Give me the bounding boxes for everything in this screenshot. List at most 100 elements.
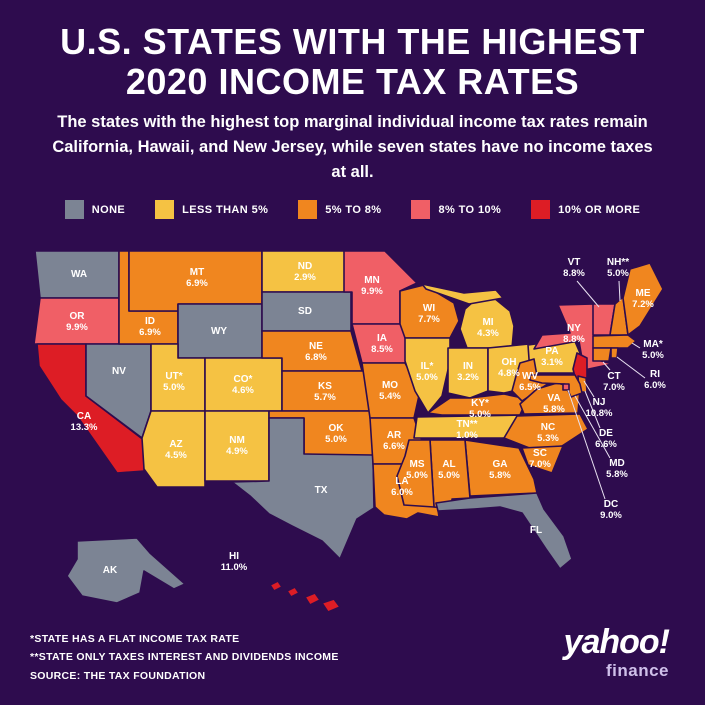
state-label-mn: MN: [364, 275, 380, 286]
state-rate-nm: 4.9%: [226, 446, 248, 457]
state-label-ca: CA: [77, 411, 91, 422]
state-label-ky: KY*: [471, 398, 489, 409]
callout-line-ct: [602, 361, 611, 371]
state-rate-ct: 7.0%: [603, 382, 625, 393]
state-label-ms: MS: [410, 459, 425, 470]
state-label-fl: FL: [530, 525, 542, 536]
state-rate-ne: 6.8%: [305, 352, 327, 363]
state-rate-nh: 5.0%: [607, 268, 629, 279]
yahoo-wordmark: yahoo!: [563, 623, 670, 661]
state-rate-tn: 1.0%: [456, 430, 478, 441]
state-rate-sc: 7.0%: [529, 459, 551, 470]
state-label-ga: GA: [493, 459, 508, 470]
state-rate-ma: 5.0%: [642, 350, 664, 361]
callout-line-md: [574, 395, 611, 459]
state-label-pa: PA: [545, 346, 558, 357]
state-rate-ky: 5.0%: [469, 409, 491, 420]
state-rate-or: 9.9%: [66, 322, 88, 333]
state-label-sc: SC: [533, 448, 547, 459]
state-mi: [421, 283, 504, 305]
state-label-me: ME: [636, 288, 651, 299]
state-label-md: MD: [609, 458, 625, 469]
state-rate-az: 4.5%: [165, 450, 187, 461]
legend-item-5-to-8: 5% TO 8%: [298, 200, 381, 219]
state-rate-ia: 8.5%: [371, 344, 393, 355]
legend: NONE LESS THAN 5% 5% TO 8% 8% TO 10% 10%…: [0, 200, 705, 219]
state-hi: [304, 592, 321, 606]
state-label-nm: NM: [229, 435, 245, 446]
state-rate-dc: 9.0%: [600, 510, 622, 521]
callout-line-ma: [631, 342, 641, 349]
state-rate-va: 5.8%: [543, 404, 565, 415]
state-label-ct: CT: [607, 371, 620, 382]
callout-line-de: [584, 390, 601, 429]
state-label-de: DE: [599, 428, 613, 439]
state-rate-me: 7.2%: [632, 299, 654, 310]
footnotes: *STATE HAS A FLAT INCOME TAX RATE **STAT…: [30, 630, 339, 685]
state-rate-ri: 6.0%: [644, 380, 666, 391]
state-hi: [286, 586, 300, 598]
state-label-ne: NE: [309, 341, 323, 352]
state-label-az: AZ: [169, 439, 182, 450]
state-rate-mt: 6.9%: [186, 278, 208, 289]
legend-swatch-8-to-10: [411, 200, 431, 219]
yahoo-finance-logo: yahoo! finance: [563, 623, 670, 681]
state-label-hi: HI: [229, 551, 239, 562]
state-label-or: OR: [70, 311, 86, 322]
legend-item-8-to-10: 8% TO 10%: [411, 200, 501, 219]
footnote-interest-dividends: **STATE ONLY TAXES INTEREST AND DIVIDEND…: [30, 651, 339, 664]
state-rate-mn: 9.9%: [361, 286, 383, 297]
legend-item-10-or-more: 10% OR MORE: [531, 200, 640, 219]
state-ct: [592, 347, 612, 362]
state-in: [447, 347, 489, 399]
state-label-dc: DC: [604, 499, 618, 510]
state-label-oh: OH: [502, 357, 517, 368]
legend-item-none: NONE: [64, 200, 126, 219]
state-ma: [592, 334, 637, 349]
legend-label-10-or-more: 10% OR MORE: [558, 203, 641, 216]
state-mo: [361, 362, 421, 419]
state-rate-al: 5.0%: [438, 470, 460, 481]
us-map-svg: WAOR9.9%CA13.3%NVID6.9%MT6.9%WYUT*5.0%CO…: [33, 250, 666, 613]
state-rate-ok: 5.0%: [325, 434, 347, 445]
state-label-mo: MO: [382, 380, 398, 391]
state-label-nh: NH**: [607, 257, 629, 268]
state-fl: [435, 492, 573, 570]
state-label-tx: TX: [315, 485, 328, 496]
legend-swatch-none: [64, 200, 84, 219]
state-label-ia: IA: [377, 333, 387, 344]
legend-swatch-5-to-8: [298, 200, 318, 219]
state-sc: [521, 445, 564, 474]
legend-label-less-than-5: LESS THAN 5%: [182, 203, 269, 216]
state-label-wa: WA: [71, 269, 87, 280]
state-rate-la: 6.0%: [391, 487, 413, 498]
state-il: [404, 337, 451, 414]
callout-line-ri: [616, 356, 646, 379]
state-rate-ut: 5.0%: [163, 382, 185, 393]
callout-line-nj: [583, 380, 595, 398]
state-rate-de: 6.6%: [595, 439, 617, 450]
state-rate-in: 3.2%: [457, 372, 479, 383]
state-rate-id: 6.9%: [139, 327, 161, 338]
state-rate-ar: 6.6%: [383, 441, 405, 452]
callout-line-dc: [567, 389, 606, 500]
state-rate-oh: 4.8%: [498, 368, 520, 379]
state-rate-il: 5.0%: [416, 372, 438, 383]
state-label-mi: MI: [482, 317, 493, 328]
state-label-ak: AK: [103, 565, 118, 576]
state-rate-ny: 8.8%: [563, 334, 585, 345]
state-rate-ca: 13.3%: [71, 422, 98, 433]
state-rate-ks: 5.7%: [314, 392, 336, 403]
state-label-la: LA: [395, 476, 408, 487]
state-ak: [66, 537, 186, 604]
state-label-wy: WY: [211, 326, 227, 337]
state-dc: [562, 383, 570, 391]
callout-line-nh: [618, 280, 621, 302]
state-rate-nj: 10.8%: [586, 408, 613, 419]
state-hi: [269, 580, 283, 592]
state-label-nc: NC: [541, 422, 555, 433]
legend-swatch-10-or-more: [531, 200, 551, 219]
legend-label-none: NONE: [91, 203, 126, 216]
state-label-ok: OK: [329, 423, 345, 434]
footnote-source: SOURCE: THE TAX FOUNDATION: [30, 669, 206, 682]
